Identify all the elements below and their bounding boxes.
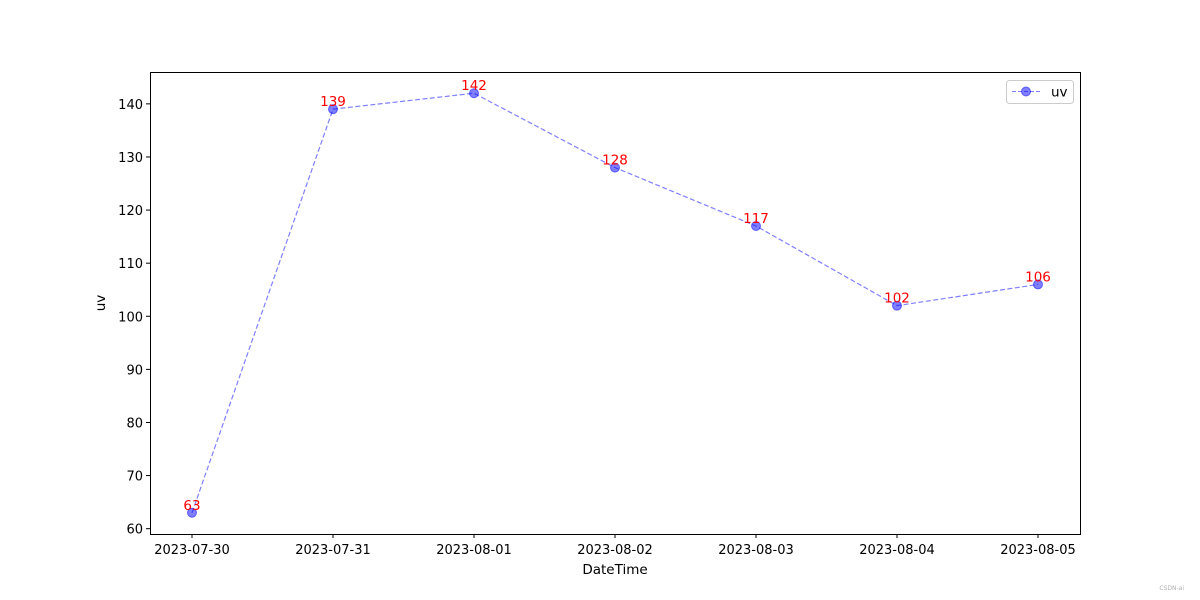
data-label: 106	[1025, 269, 1051, 285]
y-tick-label: 70	[126, 470, 143, 485]
y-tick-label: 110	[118, 257, 143, 272]
y-tick-label: 90	[126, 363, 143, 378]
data-label: 117	[743, 211, 769, 227]
y-tick-label: 130	[118, 151, 143, 166]
data-point	[892, 300, 902, 311]
data-point	[610, 162, 620, 173]
data-point	[328, 104, 338, 115]
data-label: 139	[320, 94, 346, 110]
x-tick-label: 2023-08-01	[436, 543, 512, 558]
x-tick-label: 2023-08-05	[1000, 543, 1076, 558]
data-point	[469, 88, 479, 99]
data-labels-layer: 63 139 142 128 117 102 106	[183, 78, 1050, 514]
legend: uv	[1006, 80, 1074, 104]
data-point	[187, 507, 197, 518]
series-layer	[187, 88, 1043, 518]
watermark: CSDN-ai	[1159, 585, 1184, 592]
x-tick-label: 2023-07-31	[295, 543, 371, 558]
legend-marker-swatch	[1021, 86, 1031, 97]
y-tick-label: 100	[118, 310, 143, 325]
data-point	[1033, 279, 1043, 290]
data-label: 63	[183, 498, 200, 514]
y-tick-label: 120	[118, 204, 143, 219]
y-tick-label: 80	[126, 416, 143, 431]
y-tick-label: 140	[118, 98, 143, 113]
x-axis-ticks: 2023-07-30 2023-07-31 2023-08-01 2023-08-02…	[154, 534, 1076, 558]
data-label: 102	[884, 291, 910, 307]
data-label: 142	[461, 78, 487, 94]
x-tick-label: 2023-07-30	[154, 543, 230, 558]
data-point	[751, 221, 761, 231]
x-tick-label: 2023-08-03	[718, 543, 794, 558]
y-axis-ticks: 60 70 80 90 100 110 120 130 140	[118, 98, 150, 538]
legend-label: uv	[1051, 85, 1068, 101]
data-label: 128	[602, 153, 628, 169]
x-tick-label: 2023-08-02	[577, 543, 653, 558]
y-axis-title: uv	[93, 295, 109, 312]
x-axis-title: DateTime	[582, 562, 647, 578]
y-tick-label: 60	[126, 523, 143, 538]
x-tick-label: 2023-08-04	[859, 543, 935, 558]
